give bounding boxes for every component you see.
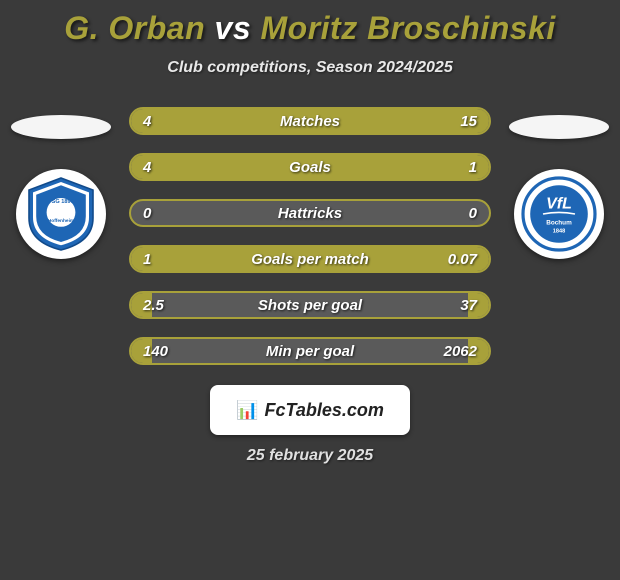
svg-text:VfL: VfL [546,195,572,212]
stat-label: Min per goal [266,343,354,360]
player1-flag [11,115,111,139]
footer-date: 25 february 2025 [0,447,620,465]
stat-label: Hattricks [278,205,342,222]
stat-value-left: 2.5 [143,297,164,314]
stat-bar: 1 Goals per match 0.07 [129,245,491,273]
stat-value-left: 1 [143,251,151,268]
stat-label: Goals per match [251,251,369,268]
stat-bar: 2.5 Shots per goal 37 [129,291,491,319]
stat-label: Matches [280,113,340,130]
stat-value-right: 37 [460,297,477,314]
stat-bar: 0 Hattricks 0 [129,199,491,227]
subtitle: Club competitions, Season 2024/2025 [0,59,620,77]
stat-value-left: 0 [143,205,151,222]
stats-column: 4 Matches 15 4 Goals 1 0 Hattricks 0 1 Goals per m… [125,107,495,365]
stat-value-left: 4 [143,113,151,130]
player2-club-logo: VfL Bochum 1848 [514,169,604,259]
stat-label: Goals [289,159,331,176]
stat-bar: 4 Matches 15 [129,107,491,135]
stat-value-left: 4 [143,159,151,176]
svg-text:Hoffenheim: Hoffenheim [48,218,74,224]
comparison-card: G. Orban vs Moritz Broschinski Club comp… [0,0,620,475]
stat-value-right: 1 [469,159,477,176]
player2-flag [509,115,609,139]
svg-text:Bochum: Bochum [546,219,572,226]
bochum-badge-icon: VfL Bochum 1848 [519,174,599,254]
stat-value-left: 140 [143,343,168,360]
player1-name: G. Orban [64,10,205,46]
svg-text:1848: 1848 [553,228,565,234]
stat-fill-right [206,109,489,133]
player1-club-logo: TSG 1899 Hoffenheim [16,169,106,259]
stat-value-right: 0.07 [448,251,477,268]
stat-value-right: 0 [469,205,477,222]
vs-text: vs [215,10,252,46]
stat-value-right: 2062 [444,343,477,360]
svg-text:TSG 1899: TSG 1899 [48,199,74,205]
stat-bar: 140 Min per goal 2062 [129,337,491,365]
stat-bar: 4 Goals 1 [129,153,491,181]
stat-value-right: 15 [460,113,477,130]
brand-name: FcTables.com [265,400,384,421]
stat-label: Shots per goal [258,297,362,314]
main-row: TSG 1899 Hoffenheim 4 Matches 15 4 Goals 1 0 Ha… [0,107,620,365]
brand-logo: 📊 FcTables.com [210,385,410,435]
hoffenheim-shield-icon: TSG 1899 Hoffenheim [21,174,101,254]
stat-fill-left [131,155,417,179]
chart-icon: 📊 [236,400,258,421]
right-column: VfL Bochum 1848 [504,107,614,259]
left-column: TSG 1899 Hoffenheim [6,107,116,259]
page-title: G. Orban vs Moritz Broschinski [0,10,620,47]
player2-name: Moritz Broschinski [261,10,556,46]
stat-fill-right [417,155,489,179]
